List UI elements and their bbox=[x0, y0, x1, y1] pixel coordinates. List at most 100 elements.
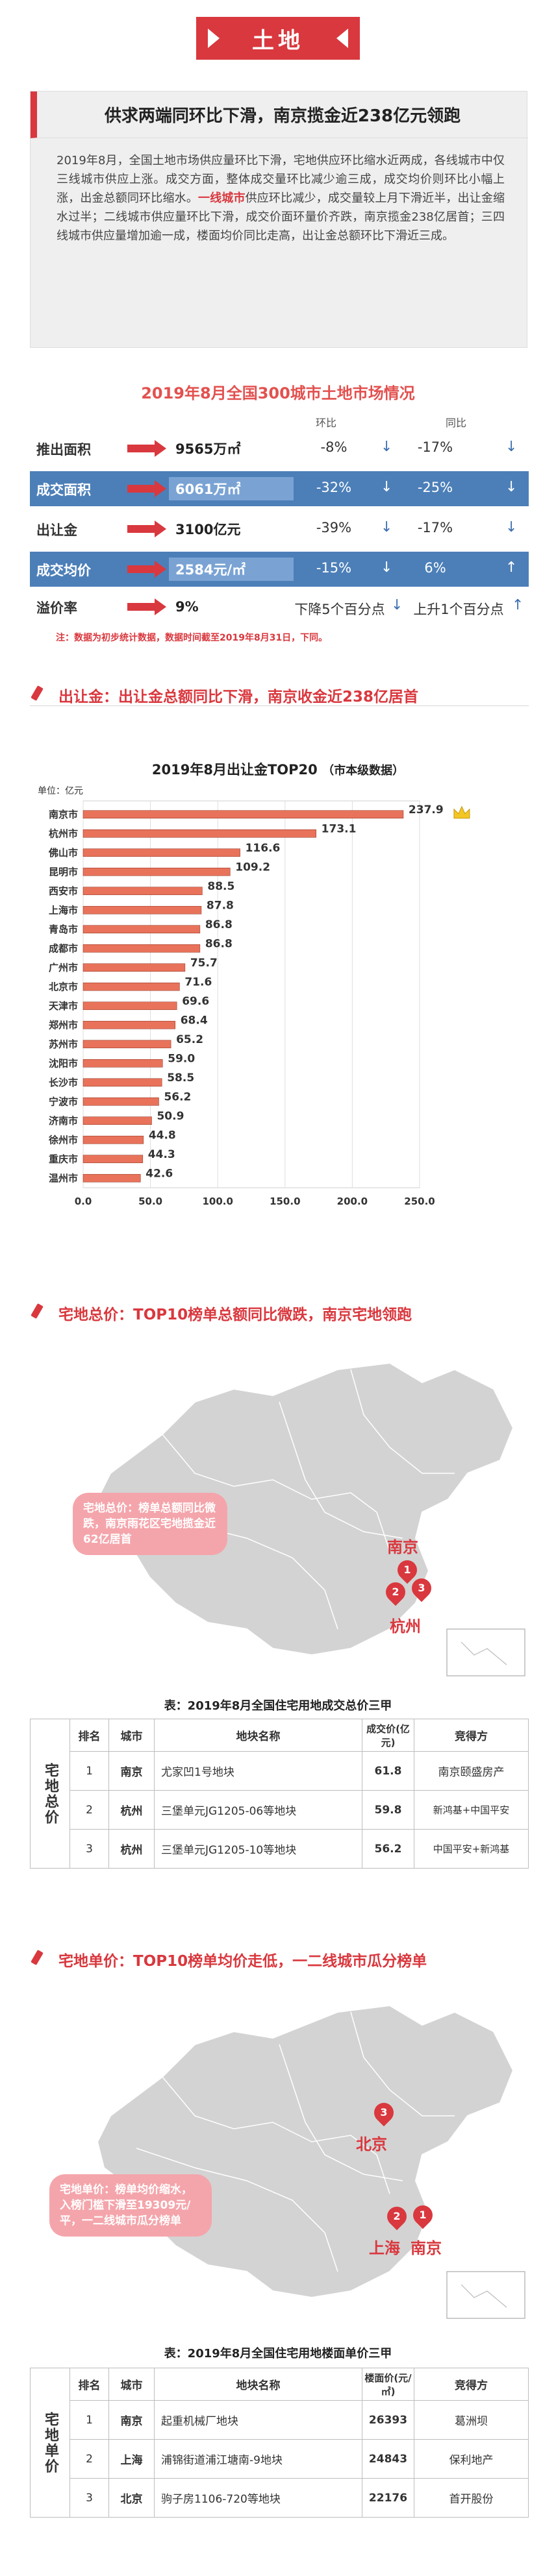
bar bbox=[82, 1135, 144, 1144]
x-tick-label: 200.0 bbox=[337, 1196, 368, 1207]
land-market-title: 2019年8月全国300城市土地市场情况 bbox=[141, 384, 415, 402]
row-value: 3100亿元 bbox=[175, 522, 241, 537]
bar bbox=[82, 1078, 162, 1087]
bar bbox=[82, 1001, 177, 1011]
chart-subtitle: （市本级数据） bbox=[322, 764, 405, 778]
cell-winner: 葛洲坝 bbox=[414, 2400, 529, 2440]
table-caption: 表：2019年8月全国住宅用地楼面单价三甲 bbox=[164, 2347, 392, 2361]
intro-highlight: 一线城市 bbox=[197, 191, 246, 205]
pen-icon bbox=[30, 1949, 48, 1966]
cell-value: 26393 bbox=[362, 2400, 414, 2440]
col-yoy-header: 同比 bbox=[446, 417, 467, 429]
data-label: 44.8 bbox=[149, 1129, 176, 1142]
map-border-line bbox=[350, 1369, 455, 1474]
arrow-down-icon: ↓ bbox=[505, 519, 518, 535]
row-value: 9565万㎡ bbox=[175, 441, 241, 457]
map-border-line bbox=[279, 1401, 403, 1539]
map-pin-icon: 3 bbox=[407, 1574, 436, 1602]
category-label: 宁波市 bbox=[49, 1096, 78, 1107]
data-label: 68.4 bbox=[181, 1014, 208, 1027]
cell-value: 61.8 bbox=[362, 1751, 414, 1791]
arrow-down-icon: ↓ bbox=[505, 479, 518, 495]
bar bbox=[82, 1040, 171, 1049]
land-row-avg-price: 成交均价 2584元/㎡ -15% ↓ 6% ↑ bbox=[30, 552, 529, 587]
category-label: 济南市 bbox=[49, 1115, 78, 1127]
row-label: 出让金 bbox=[36, 522, 77, 538]
x-tick-label: 50.0 bbox=[138, 1196, 162, 1207]
row-yoy: -25% bbox=[417, 480, 453, 495]
cell-winner: 中国平安+新鸿基 bbox=[414, 1829, 529, 1869]
bar bbox=[82, 1173, 141, 1183]
bar bbox=[82, 867, 231, 876]
col-mom-header: 环比 bbox=[316, 417, 337, 429]
arrow-down-icon: ↓ bbox=[381, 559, 393, 576]
section-heading-land-income: 出让金：出让金总额同比下滑，南京收金近238亿居首 bbox=[30, 680, 529, 706]
cell-winner: 保利地产 bbox=[414, 2439, 529, 2479]
bar bbox=[82, 810, 404, 819]
cell-city: 北京 bbox=[108, 2478, 155, 2518]
arrow-down-icon: ↓ bbox=[381, 519, 393, 535]
south-sea-inset bbox=[446, 1628, 525, 1676]
row-mom: -15% bbox=[316, 560, 352, 576]
bar bbox=[82, 887, 203, 896]
row-group-label: 宅地单价 bbox=[30, 2368, 70, 2518]
intro-panel: 供求两端同环比下滑，南京揽金近238亿元领跑 2019年8月，全国土地市场供应量… bbox=[30, 91, 528, 348]
x-tick-label: 0.0 bbox=[75, 1196, 92, 1207]
col-header: 城市 bbox=[108, 2368, 155, 2401]
row-yoy: -17% bbox=[417, 439, 453, 455]
table-row: 1 南京 尤家凹1号地块 61.8 南京颐盛房产 bbox=[31, 1751, 529, 1791]
map-callout: 宅地总价：榜单总额同比微跌，南京雨花区宅地揽金近62亿居首 bbox=[73, 1493, 227, 1555]
section-heading-total-price: 宅地总价：TOP10榜单总额同比微跌，南京宅地领跑 bbox=[30, 1298, 529, 1324]
data-label: 237.9 bbox=[409, 803, 444, 816]
bar bbox=[82, 1097, 159, 1106]
data-label: 86.8 bbox=[205, 937, 233, 950]
cell-city: 上海 bbox=[108, 2439, 155, 2479]
map-pin-icon: 3 bbox=[370, 2098, 398, 2127]
map-landmass bbox=[96, 2004, 514, 2299]
data-label: 173.1 bbox=[322, 822, 357, 835]
cell-value: 22176 bbox=[362, 2478, 414, 2518]
total-price-table: 宅地总价 排名 城市 地块名称 成交价(亿元) 竞得方 1 南京 尤家凹1号地块… bbox=[30, 1719, 529, 1869]
arrow-down-icon: ↓ bbox=[505, 439, 518, 455]
arrow-up-icon: ↑ bbox=[512, 597, 524, 613]
row-yoy: -17% bbox=[417, 520, 453, 535]
cell-rank: 2 bbox=[70, 2439, 109, 2479]
category-label: 温州市 bbox=[49, 1172, 78, 1184]
arrow-right-icon bbox=[127, 598, 166, 615]
bar bbox=[82, 944, 201, 953]
cell-city: 杭州 bbox=[108, 1829, 155, 1869]
cell-name: 三堡单元JG1205-06等地块 bbox=[154, 1790, 362, 1830]
category-label: 广州市 bbox=[49, 962, 78, 974]
data-label: 109.2 bbox=[235, 861, 270, 874]
row-value: 2584元/㎡ bbox=[169, 558, 294, 581]
row-group-label: 宅地总价 bbox=[30, 1719, 70, 1869]
row-mom: 下降5个百分点 bbox=[294, 602, 385, 617]
land-row-supply: 推出面积 9565万㎡ -8% ↓ -17% ↓ bbox=[30, 431, 529, 466]
category-label: 徐州市 bbox=[48, 1134, 78, 1146]
row-label: 溢价率 bbox=[36, 600, 77, 616]
category-label: 西安市 bbox=[49, 885, 78, 897]
col-header: 竞得方 bbox=[414, 1719, 529, 1752]
table-header-row: 宅地单价 排名 城市 地块名称 楼面价(元/㎡) 竞得方 bbox=[30, 2368, 529, 2518]
row-label: 成交面积 bbox=[36, 482, 91, 498]
map-border-line bbox=[162, 1434, 390, 1552]
arrow-down-icon: ↓ bbox=[381, 439, 393, 455]
table-row: 3 杭州 三堡单元JG1205-10等地块 56.2 中国平安+新鸿基 bbox=[31, 1829, 529, 1869]
section-title: 宅地单价：TOP10榜单均价走低，一二线城市瓜分榜单 bbox=[58, 1953, 427, 1970]
data-label: 88.5 bbox=[207, 880, 234, 893]
bar bbox=[82, 1155, 144, 1164]
map-pin-icon: 1 bbox=[409, 2201, 437, 2229]
data-label: 86.8 bbox=[205, 918, 233, 931]
city-label-hangzhou: 杭州 bbox=[390, 1617, 421, 1636]
section-title: 出让金：出让金总额同比下滑，南京收金近238亿居首 bbox=[58, 689, 419, 705]
city-label-shanghai: 上海 bbox=[369, 2239, 400, 2257]
col-header: 地块名称 bbox=[154, 1719, 362, 1752]
divider bbox=[30, 705, 529, 706]
bar bbox=[82, 848, 240, 857]
arrow-right-icon bbox=[127, 521, 166, 537]
arrow-down-icon: ↓ bbox=[391, 597, 403, 613]
city-label-nanjing: 南京 bbox=[387, 1538, 418, 1556]
city-label-beijing: 北京 bbox=[356, 2135, 387, 2153]
city-label-nanjing: 南京 bbox=[411, 2239, 442, 2257]
bar bbox=[82, 925, 201, 934]
